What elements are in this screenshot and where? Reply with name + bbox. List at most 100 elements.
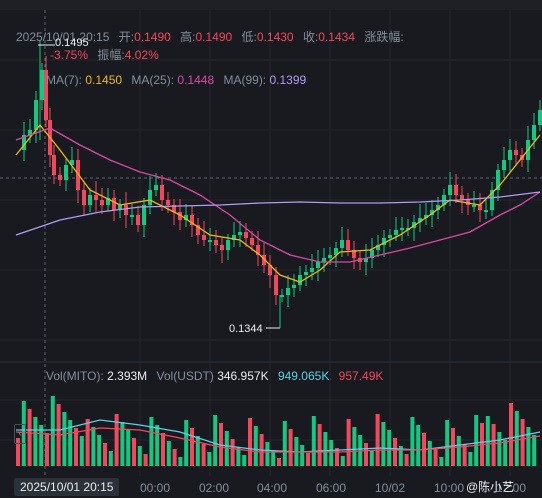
time-tick: 00:00 (140, 481, 171, 495)
volume-bar (248, 418, 252, 466)
candlestick-chart[interactable] (0, 0, 542, 476)
candle-body (364, 258, 368, 262)
volume-bar (416, 425, 421, 466)
candle-body (106, 198, 110, 205)
ma7-value: 0.1450 (85, 73, 123, 87)
candle-body (262, 255, 266, 265)
high-price-marker: 0.1495 (55, 37, 89, 49)
vol-ma1-value: 949.065K (277, 369, 330, 383)
volume-bar (242, 455, 247, 466)
candle-body (196, 225, 200, 235)
time-tick: 12:00 (496, 481, 527, 495)
volume-bar (39, 425, 44, 466)
vol-usdt-value: 346.957K (217, 369, 269, 383)
ma99-label: MA(99): (223, 73, 267, 87)
change-value: -3.75% (50, 48, 89, 62)
volume-bar (178, 457, 183, 466)
candle-body (22, 135, 26, 150)
candle-body (250, 238, 254, 245)
candle-body (424, 215, 428, 218)
volume-bar (439, 457, 444, 466)
candle-body (94, 195, 98, 200)
volume-bar (62, 412, 67, 466)
volume-bar (352, 427, 357, 466)
volume-bar (398, 446, 403, 466)
candle-body (82, 190, 86, 205)
time-axis: 2025/10/01 20:15 00:00 02:00 04:00 06:00… (0, 476, 542, 498)
high-marker-value: 0.1495 (55, 37, 89, 49)
volume-bar (427, 441, 432, 466)
volume-bar (108, 451, 113, 466)
candle-body (268, 265, 272, 275)
candle-body (340, 240, 344, 248)
candle-body (274, 275, 278, 295)
candle-body (334, 248, 338, 255)
candle-body (328, 255, 332, 258)
candle-body (202, 235, 206, 240)
vol-ma2-value: 957.49K (338, 369, 384, 383)
candle-body (394, 230, 398, 235)
collapse-chevron-icon[interactable]: ‹ (14, 424, 26, 444)
volume-bar (393, 438, 397, 466)
volume-bar (16, 438, 20, 466)
change-label: 涨跌幅: (364, 30, 404, 44)
candle-body (256, 245, 260, 255)
candle-body (382, 238, 386, 245)
ma25-line (15, 127, 541, 263)
candle-body (316, 262, 320, 268)
candle-body (184, 215, 188, 220)
candle-body (28, 130, 32, 135)
candle-body (130, 215, 134, 217)
candle-body (400, 228, 404, 230)
amplitude-value: 4.02% (124, 48, 159, 62)
candle-body (280, 295, 284, 297)
candle-body (100, 200, 104, 205)
low-value: 0.1430 (256, 30, 294, 44)
legend-datetime: 2025/10/01 20:15 (16, 30, 110, 44)
candle-body (436, 205, 440, 210)
volume-bar (45, 433, 49, 466)
candle-body (124, 205, 128, 215)
volume-bar (340, 456, 345, 466)
volume-bar (277, 458, 281, 466)
candle-body (118, 205, 122, 210)
volume-bar (491, 424, 496, 466)
candle-body (514, 150, 518, 155)
candle-body (310, 268, 314, 272)
vol-coin-label: Vol(MITO): (46, 369, 104, 383)
volume-bar (74, 428, 78, 466)
volume-bar (68, 420, 73, 466)
candle-body (34, 100, 38, 130)
volume-bar (404, 454, 409, 466)
volume-bar (27, 409, 32, 466)
volume-bar (520, 419, 525, 466)
volume-bar (33, 417, 38, 466)
candle-body (160, 185, 164, 200)
volume-bar (184, 420, 189, 466)
volume-bar (497, 432, 502, 466)
candle-body (136, 215, 140, 225)
ma99-value: 0.1399 (269, 73, 307, 87)
candle-body (148, 190, 152, 205)
volume-ma1-line (16, 419, 541, 453)
volume-bar (236, 447, 241, 466)
close-label: 收: (302, 30, 319, 44)
volume-bar (329, 440, 334, 466)
volume-bar (317, 424, 322, 466)
volume-bar (114, 414, 119, 466)
candle-body (172, 205, 176, 212)
candle-body (538, 110, 542, 125)
volume-bar (445, 420, 450, 466)
candle-body (532, 125, 536, 140)
volume-bar (126, 430, 131, 466)
candle-body (154, 185, 158, 190)
candle-body (352, 250, 356, 258)
ma25-value: 0.1448 (177, 73, 215, 87)
volume-bar (509, 403, 513, 466)
candle-body (448, 185, 452, 195)
volume-bar (514, 411, 519, 466)
candle-body (208, 240, 212, 242)
ma25-label: MA(25): (131, 73, 175, 87)
ma99-line (15, 191, 541, 236)
volume-bar (265, 442, 270, 466)
